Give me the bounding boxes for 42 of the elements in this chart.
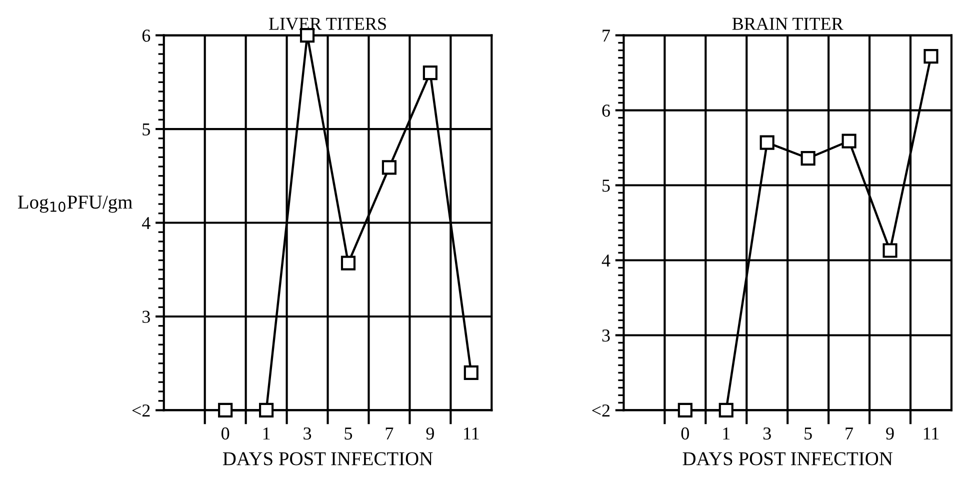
point (882, 243, 898, 258)
point (382, 160, 397, 175)
point (760, 135, 774, 150)
x-tick-label: 0 (222, 427, 230, 440)
point (259, 402, 274, 418)
x-tick-label: 5 (344, 428, 352, 440)
y-tick-label: 5 (142, 123, 150, 136)
x-axis-title: DAYS POST INFECTION (682, 452, 892, 466)
point (718, 402, 734, 418)
point (842, 134, 856, 148)
x-tick-label: 7 (386, 428, 394, 440)
y-tick-label: 5 (602, 180, 610, 192)
x-tick-label: 7 (846, 428, 854, 440)
point (464, 365, 478, 380)
x-tick-label: 3 (763, 427, 771, 440)
x-tick-label: 0 (681, 427, 689, 440)
chart-title: BRAIN TITER (732, 18, 844, 30)
y-axis-title: Log$_{10}$PFU/gm (18, 196, 132, 213)
x-tick-label: 11 (924, 427, 939, 440)
x-tick-label: 1 (263, 427, 270, 440)
point (800, 150, 816, 166)
y-tick-label: 4 (602, 254, 610, 267)
x-tick-label: 9 (426, 427, 434, 440)
x-tick-label: 5 (804, 428, 812, 440)
x-tick-label: 9 (886, 427, 894, 440)
x-axis-title: DAYS POST INFECTION (222, 452, 433, 466)
y-tick-label: 6 (602, 104, 610, 117)
point (678, 402, 692, 418)
point (924, 49, 938, 64)
y-tick-label: <2 (592, 404, 610, 416)
x-tick-label: 3 (304, 427, 312, 440)
point (218, 402, 233, 418)
y-tick-label: 6 (142, 30, 150, 42)
y-tick-label: 4 (142, 217, 150, 230)
y-tick-label: 3 (142, 310, 150, 323)
x-tick-label: 11 (464, 427, 479, 440)
point (422, 65, 438, 80)
x-tick-label: 1 (723, 427, 730, 440)
point (340, 256, 356, 270)
y-tick-label: <2 (132, 404, 150, 416)
y-tick-label: 3 (602, 330, 610, 342)
y-tick-label: 7 (602, 30, 610, 42)
